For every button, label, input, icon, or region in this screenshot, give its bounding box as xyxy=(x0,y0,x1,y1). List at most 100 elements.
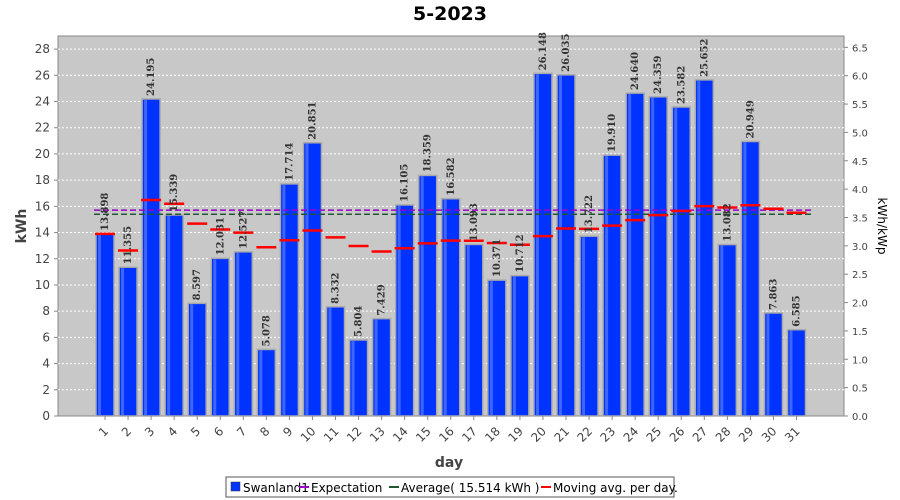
bar-highlight xyxy=(628,94,632,415)
bar-highlight xyxy=(559,75,562,416)
y-axis-title: kWh xyxy=(14,209,30,244)
bar-highlight xyxy=(605,156,609,415)
data-label-day-31: 6.585 xyxy=(792,295,803,326)
y2-tick-label: 4.5 xyxy=(852,157,868,168)
y2-tick-label: 6.0 xyxy=(852,72,868,83)
x-tick-label: 11 xyxy=(321,424,342,445)
y2-tick-label: 1.0 xyxy=(852,355,868,366)
x-tick-label: 19 xyxy=(505,424,526,445)
data-label-day-3: 24.195 xyxy=(146,58,157,96)
data-label-day-17: 13.093 xyxy=(469,203,480,241)
legend-label: Moving avg. per day. xyxy=(553,481,678,495)
y-tick-label: 18 xyxy=(35,173,50,187)
data-label-day-27: 25.652 xyxy=(699,39,710,77)
data-label-day-13: 7.429 xyxy=(377,284,388,315)
data-label-day-23: 19.910 xyxy=(607,114,618,152)
x-tick-label: 23 xyxy=(598,424,619,445)
data-label-day-1: 13.898 xyxy=(100,193,111,231)
x-tick-label: 5 xyxy=(188,424,203,439)
legend-box xyxy=(225,476,675,498)
chart-title: 5-2023 xyxy=(413,3,487,25)
data-label-day-9: 17.714 xyxy=(284,143,295,181)
bar-highlight xyxy=(766,313,770,415)
y2-tick-label: 0.0 xyxy=(852,412,868,423)
data-label-day-15: 18.359 xyxy=(423,134,434,172)
y2-tick-label: 2.5 xyxy=(852,270,868,281)
x-tick-label: 16 xyxy=(436,424,457,445)
data-label-day-26: 23.582 xyxy=(676,66,687,104)
x-tick-label: 27 xyxy=(690,424,711,445)
legend-swatch-square xyxy=(230,481,241,492)
data-label-day-5: 8.597 xyxy=(192,269,203,300)
bar-highlight xyxy=(651,97,655,415)
data-label-day-21: 26.035 xyxy=(561,34,572,72)
x-axis-title: day xyxy=(435,455,463,471)
x-tick-label: 17 xyxy=(459,424,480,445)
x-tick-label: 22 xyxy=(574,424,595,445)
y2-tick-label: 4.0 xyxy=(852,185,868,196)
data-label-day-8: 5.078 xyxy=(261,315,272,346)
y-tick-label: 28 xyxy=(35,42,50,56)
y2-tick-label: 1.5 xyxy=(852,327,868,338)
x-tick-label: 30 xyxy=(759,424,780,445)
moving-average-layer xyxy=(95,198,807,253)
x-tick-label: 13 xyxy=(367,424,388,445)
legend: Swanland1 Expectation Average( 15.514 kWh … xyxy=(225,476,678,498)
bar-highlight xyxy=(190,304,194,415)
data-label-day-25: 24.359 xyxy=(653,55,664,93)
data-label-day-11: 8.332 xyxy=(331,272,342,303)
bar-highlight xyxy=(420,176,424,415)
x-tick-label: 14 xyxy=(390,424,411,445)
bar-highlight xyxy=(466,245,470,415)
y-tick-label: 4 xyxy=(42,357,50,371)
bar-highlight xyxy=(351,340,355,415)
bar-highlight xyxy=(697,80,701,415)
y-tick-label: 26 xyxy=(35,68,50,82)
y2-axis-title: kWh/kWp xyxy=(875,198,889,255)
x-tick-label: 4 xyxy=(165,424,180,439)
data-label-day-19: 10.712 xyxy=(515,234,526,272)
x-tick-label: 9 xyxy=(280,424,295,439)
data-labels-layer: 13.898 11.355 24.195 15.339 8.597 12.031 12.52… xyxy=(100,32,803,346)
x-tick-label: 1 xyxy=(96,424,111,439)
y2-tick-label: 5.0 xyxy=(852,128,868,139)
y2-tick-label: 3.0 xyxy=(852,242,868,253)
x-tick-label: 8 xyxy=(257,424,272,439)
legend-label: Average( 15.514 kWh ) xyxy=(401,481,540,495)
bar-highlight xyxy=(121,268,125,415)
y-axis-right: 0.0 0.5 1.0 1.5 2.0 2.5 3.0 3.5 4.0 4.5 5.0 5.5 6.0 6… xyxy=(844,43,868,423)
bar-highlight xyxy=(512,276,516,415)
data-label-day-30: 7.863 xyxy=(768,279,779,310)
reference-lines xyxy=(94,209,812,215)
legend-label: Swanland1 xyxy=(243,481,309,495)
data-label-day-14: 16.105 xyxy=(400,164,411,202)
bar-highlight xyxy=(328,307,332,415)
bar-highlight xyxy=(582,237,586,415)
x-tick-label: 12 xyxy=(344,424,365,445)
bar-highlight xyxy=(443,199,447,415)
x-tick-label: 26 xyxy=(667,424,688,445)
bar-highlight xyxy=(489,281,493,415)
x-tick-label: 20 xyxy=(528,424,549,445)
x-axis: 1 2 3 4 5 6 7 8 9 10 11 12 13 14 15 16 17 18 19 20 21 22 23 24 2… xyxy=(96,416,803,445)
bar-highlight xyxy=(305,143,309,415)
data-label-day-2: 11.355 xyxy=(123,226,134,264)
y-tick-label: 14 xyxy=(35,226,50,240)
data-label-day-12: 5.804 xyxy=(354,306,365,337)
bar-highlight xyxy=(720,245,724,415)
data-label-day-16: 16.582 xyxy=(446,157,457,195)
y-tick-label: 22 xyxy=(35,121,50,135)
bar-highlight xyxy=(236,252,240,415)
bar-highlight xyxy=(144,99,148,415)
x-tick-label: 7 xyxy=(234,424,249,439)
x-tick-label: 18 xyxy=(482,424,503,445)
x-tick-label: 25 xyxy=(644,424,665,445)
y-tick-label: 12 xyxy=(35,252,50,266)
x-tick-label: 2 xyxy=(119,424,134,439)
bar-highlight xyxy=(743,142,747,416)
bar-highlight xyxy=(397,205,401,415)
y2-tick-label: 0.5 xyxy=(852,384,868,395)
